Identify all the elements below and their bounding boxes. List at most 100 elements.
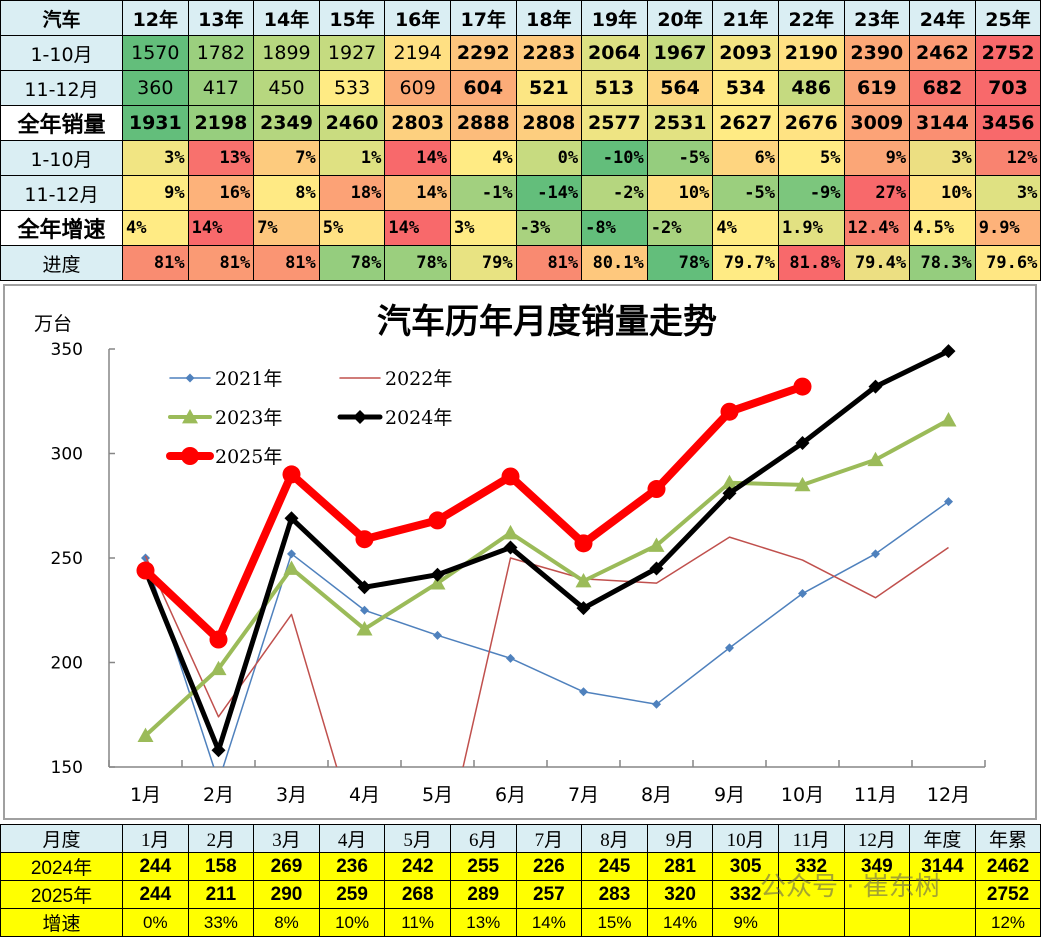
table-row: 进度 81% 81% 81% 78% 78% 79% 81% 80.1% 78% 79.7% 81.8… — [0, 245, 1041, 281]
table-cell: 289 — [449, 880, 517, 909]
table-cell: 81% — [187, 245, 255, 281]
table-cell: 81% — [122, 245, 189, 281]
table-cell: -9% — [777, 175, 845, 211]
table-cell: 1782 — [187, 35, 255, 71]
table-cell: 521 — [515, 70, 583, 106]
table-cell: 2531 — [646, 105, 714, 141]
month-header: 11月 — [777, 824, 845, 853]
x-tick-label: 4月 — [349, 784, 380, 806]
legend-item: 2021年 — [169, 368, 282, 390]
table-cell: 0% — [122, 908, 189, 937]
row-label: 2024年 — [0, 852, 123, 881]
legend-item: 2023年 — [168, 407, 282, 429]
table-cell: 257 — [515, 880, 583, 909]
table-cell: 158 — [187, 852, 255, 881]
x-tick-label: 1月 — [130, 784, 161, 806]
line-chart: 汽车历年月度销量走势 万台 150 200 250 300 350 1月 2月 3月 4月 5月 6… — [34, 302, 986, 806]
table-cell: 3% — [122, 140, 189, 176]
year-header: 20年 — [646, 0, 714, 36]
series-2025年 — [136, 377, 812, 649]
table-cell: 2462 — [974, 852, 1041, 881]
year-header: 14年 — [253, 0, 320, 36]
table-cell: 320 — [646, 880, 714, 909]
table-cell: 609 — [384, 70, 451, 106]
table-cell: 13% — [187, 140, 255, 176]
table-cell: 486 — [777, 70, 845, 106]
table-cell: -14% — [515, 175, 583, 211]
row-label: 全年增速 — [0, 210, 123, 246]
table-cell: 2627 — [712, 105, 779, 141]
table-cell: 564 — [646, 70, 714, 106]
table-cell: 5% — [318, 210, 386, 246]
table-row: 全年销量 1931 2198 2349 2460 2803 2888 2808 2577 2531… — [0, 105, 1041, 141]
table-cell — [909, 908, 976, 937]
table-cell: -2% — [581, 175, 648, 211]
table-cell: 236 — [318, 852, 386, 881]
table-cell: 242 — [384, 852, 451, 881]
table-cell: 2292 — [449, 35, 517, 71]
series-2021年 — [141, 497, 953, 767]
table-cell: 79.7% — [712, 245, 779, 281]
table-cell: 2283 — [515, 35, 583, 71]
table-cell: 2676 — [777, 105, 845, 141]
header-row: 月度 1月 2月 3月 4月 5月 6月 7月 8月 9月 10月 11月 12月 年度 年累 — [0, 824, 1041, 853]
table-cell — [843, 880, 911, 909]
table-cell: 3% — [449, 210, 517, 246]
table-cell: 417 — [187, 70, 255, 106]
month-header: 4月 — [318, 824, 386, 853]
corner-label: 汽车 — [0, 0, 123, 36]
year-header: 12年 — [122, 0, 189, 36]
table-cell: 79.6% — [974, 245, 1041, 281]
table-cell: -5% — [712, 175, 779, 211]
table-cell: 78.3% — [909, 245, 976, 281]
month-header: 年度 — [909, 824, 976, 853]
table-cell: 682 — [909, 70, 976, 106]
year-header: 21年 — [712, 0, 779, 36]
month-header: 8月 — [581, 824, 648, 853]
x-tick-label: 3月 — [276, 784, 307, 806]
table-cell — [777, 908, 845, 937]
table-cell: 3009 — [843, 105, 911, 141]
header-row: 汽车 12年 13年 14年 15年 16年 17年 18年 19年 20年 21年 22年 23年 24… — [0, 0, 1041, 36]
x-tick-label: 6月 — [495, 784, 526, 806]
table-cell: -3% — [515, 210, 583, 246]
table-cell: -2% — [646, 210, 714, 246]
table-cell: 1.9% — [777, 210, 845, 246]
monthly-sales-chart: 汽车历年月度销量走势 万台 150 200 250 300 350 1月 2月 3月 4月 5月 6… — [3, 284, 1037, 820]
table-cell: 2390 — [843, 35, 911, 71]
table-cell: 9% — [712, 908, 779, 937]
table-cell: 81.8% — [777, 245, 845, 281]
table-cell: 4.5% — [909, 210, 976, 246]
table-cell: 2577 — [581, 105, 648, 141]
table-row: 11-12月 360 417 450 533 609 604 521 513 564 534 486 6… — [0, 70, 1041, 106]
year-header: 22年 — [777, 0, 845, 36]
table-cell: 4% — [122, 210, 189, 246]
year-header: 16年 — [384, 0, 451, 36]
series-lines — [136, 344, 957, 767]
table-cell: 18% — [318, 175, 386, 211]
table-cell: 81% — [253, 245, 320, 281]
legend-item: 2025年 — [166, 446, 282, 468]
table-cell: 9% — [843, 140, 911, 176]
table-cell: 2190 — [777, 35, 845, 71]
year-header: 17年 — [449, 0, 517, 36]
table-cell: 534 — [712, 70, 779, 106]
table-cell: 305 — [712, 852, 779, 881]
table-cell: 79% — [449, 245, 517, 281]
table-cell: 1927 — [318, 35, 386, 71]
year-header: 25年 — [974, 0, 1041, 36]
table-cell: 2093 — [712, 35, 779, 71]
year-header: 19年 — [581, 0, 648, 36]
table-cell: 7% — [253, 210, 320, 246]
table-cell: 244 — [122, 852, 189, 881]
table-cell: 12% — [974, 140, 1041, 176]
month-header: 5月 — [384, 824, 451, 853]
row-label: 进度 — [0, 245, 123, 281]
y-tick-label: 350 — [51, 340, 83, 360]
month-header: 6月 — [449, 824, 517, 853]
table-cell: 290 — [253, 880, 320, 909]
table-cell: -5% — [646, 140, 714, 176]
table-cell: 12.4% — [843, 210, 911, 246]
y-tick-label: 300 — [51, 445, 83, 465]
table-cell: 244 — [122, 880, 189, 909]
